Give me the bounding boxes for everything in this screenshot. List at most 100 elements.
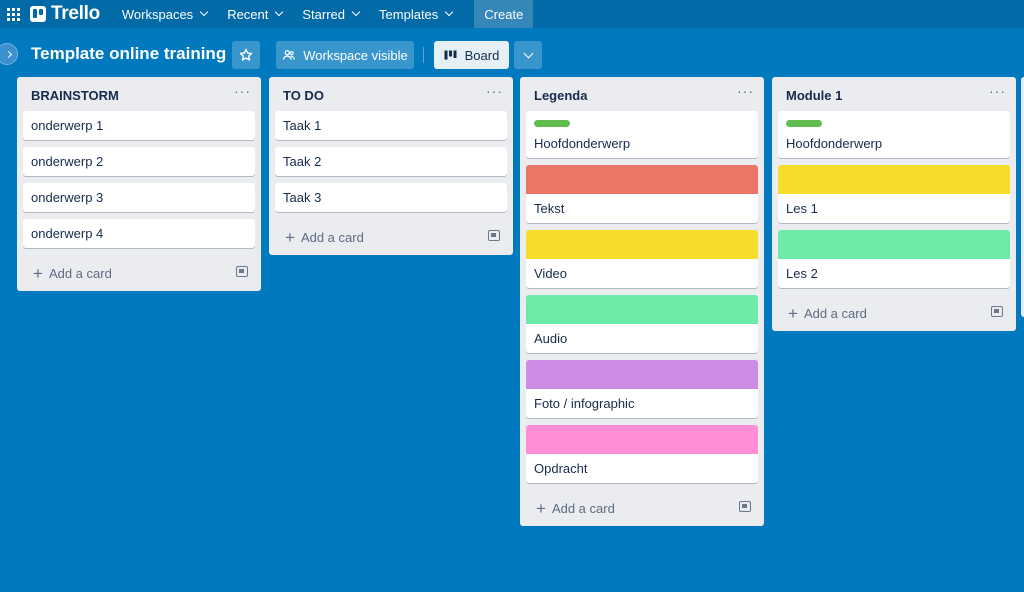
star-board-button[interactable] <box>232 41 260 69</box>
card-title: Taak 3 <box>283 190 322 205</box>
card-cover <box>778 230 1010 259</box>
card-title: Hoofdonderwerp <box>534 136 631 151</box>
card-label <box>534 120 570 127</box>
card[interactable]: Taak 1 <box>275 111 507 140</box>
card-title: Audio <box>534 331 568 346</box>
list-header: Module 1 ··· <box>772 77 1016 111</box>
add-card-button[interactable]: + Add a card <box>33 263 112 283</box>
card[interactable]: Video <box>526 230 758 288</box>
list-to-do: TO DO ··· Taak 1 Taak 2 Taak 3 + Add a ca… <box>269 77 513 255</box>
apps-grid-icon <box>6 7 20 21</box>
nav-starred-menu[interactable]: Starred <box>292 0 369 28</box>
more-horizontal-icon[interactable]: ··· <box>989 83 1006 99</box>
card-title: Foto / infographic <box>534 396 635 411</box>
card-cover <box>526 230 758 259</box>
card[interactable]: Tekst <box>526 165 758 223</box>
workspace-visibility-button[interactable]: Workspace visible <box>276 41 414 69</box>
board-view-button[interactable]: Board <box>434 41 509 69</box>
more-horizontal-icon[interactable]: ··· <box>486 83 503 99</box>
list-legenda: Legenda ··· Hoofdonderwerp Tekst Video A… <box>520 77 764 526</box>
add-card-button[interactable]: + Add a card <box>536 498 615 518</box>
board-title[interactable]: Template online training <box>31 44 227 63</box>
view-switcher-button[interactable] <box>514 41 542 69</box>
card-cover <box>526 425 758 454</box>
top-navigation-bar: Trello Workspaces Recent Starred Templat… <box>0 0 1024 28</box>
card-title: Video <box>534 266 568 281</box>
list-module-1: Module 1 ··· Hoofdonderwerp Les 1 Les 2 … <box>772 77 1016 331</box>
card[interactable]: Foto / infographic <box>526 360 758 418</box>
card-cover <box>526 360 758 389</box>
nav-templates-menu[interactable]: Templates <box>369 0 462 28</box>
card-template-icon[interactable] <box>488 230 500 241</box>
workspace-visibility-label: Workspace visible <box>303 47 408 63</box>
card-cover <box>526 295 758 324</box>
add-card-label: Add a card <box>48 266 112 281</box>
card-template-icon[interactable] <box>991 306 1003 317</box>
apps-switcher-button[interactable] <box>2 3 24 25</box>
chevron-down-icon <box>275 7 284 17</box>
card[interactable]: Hoofdonderwerp <box>526 111 758 158</box>
card[interactable]: Les 1 <box>778 165 1010 223</box>
board-icon <box>444 50 457 59</box>
card[interactable]: onderwerp 1 <box>23 111 255 140</box>
card-title: Tekst <box>534 201 565 216</box>
plus-icon: + <box>33 264 43 283</box>
card-cover <box>778 165 1010 194</box>
list-partial <box>1021 77 1024 317</box>
card-title: Hoofdonderwerp <box>786 136 883 151</box>
list-brainstorm: BRAINSTORM ··· onderwerp 1 onderwerp 2 o… <box>17 77 261 291</box>
list-title[interactable]: BRAINSTORM <box>31 88 119 103</box>
card-template-icon[interactable] <box>236 266 248 277</box>
trello-logo-icon <box>30 6 46 22</box>
nav-recent-menu[interactable]: Recent <box>217 0 292 28</box>
card-title: onderwerp 1 <box>31 118 104 133</box>
nav-workspaces-label: Workspaces <box>121 6 194 22</box>
star-icon <box>239 48 253 61</box>
plus-icon: + <box>285 228 295 247</box>
chevron-down-icon <box>523 48 533 58</box>
list-title[interactable]: Module 1 <box>786 88 843 103</box>
create-button[interactable]: Create <box>474 0 534 28</box>
card-title: Les 1 <box>786 201 818 216</box>
card[interactable]: onderwerp 3 <box>23 183 255 212</box>
workspace-icon <box>283 49 296 60</box>
card[interactable]: Taak 2 <box>275 147 507 176</box>
sidebar-expand-button[interactable] <box>0 43 18 65</box>
card[interactable]: Taak 3 <box>275 183 507 212</box>
card[interactable]: onderwerp 4 <box>23 219 255 248</box>
trello-logo[interactable]: Trello <box>30 3 100 25</box>
list-title[interactable]: TO DO <box>283 88 324 103</box>
card-title: onderwerp 4 <box>31 226 104 241</box>
add-card-label: Add a card <box>803 306 867 321</box>
card-title: Les 2 <box>786 266 818 281</box>
card-title: onderwerp 2 <box>31 154 104 169</box>
list-title[interactable]: Legenda <box>534 88 588 103</box>
card-title: onderwerp 3 <box>31 190 104 205</box>
card[interactable]: Hoofdonderwerp <box>778 111 1010 158</box>
list-header: BRAINSTORM ··· <box>17 77 261 111</box>
list-header: TO DO ··· <box>269 77 513 111</box>
list-header: Legenda ··· <box>520 77 764 111</box>
nav-templates-label: Templates <box>379 6 439 22</box>
card-cover <box>526 165 758 194</box>
card-template-icon[interactable] <box>739 501 751 512</box>
card[interactable]: Opdracht <box>526 425 758 483</box>
card[interactable]: Audio <box>526 295 758 353</box>
nav-workspaces-menu[interactable]: Workspaces <box>112 0 217 28</box>
plus-icon: + <box>536 499 546 518</box>
card-title: Taak 1 <box>283 118 322 133</box>
card-label <box>786 120 822 127</box>
chevron-down-icon <box>199 7 209 17</box>
add-card-button[interactable]: + Add a card <box>285 227 364 247</box>
nav-starred-label: Starred <box>302 6 346 22</box>
more-horizontal-icon[interactable]: ··· <box>737 83 754 99</box>
card[interactable]: Les 2 <box>778 230 1010 288</box>
add-card-button[interactable]: + Add a card <box>788 303 867 323</box>
add-card-label: Add a card <box>551 501 615 516</box>
card-title: Taak 2 <box>283 154 322 169</box>
add-card-label: Add a card <box>300 230 364 245</box>
card[interactable]: onderwerp 2 <box>23 147 255 176</box>
card-title: Opdracht <box>534 461 588 476</box>
chevron-down-icon <box>351 7 361 17</box>
more-horizontal-icon[interactable]: ··· <box>234 83 251 99</box>
